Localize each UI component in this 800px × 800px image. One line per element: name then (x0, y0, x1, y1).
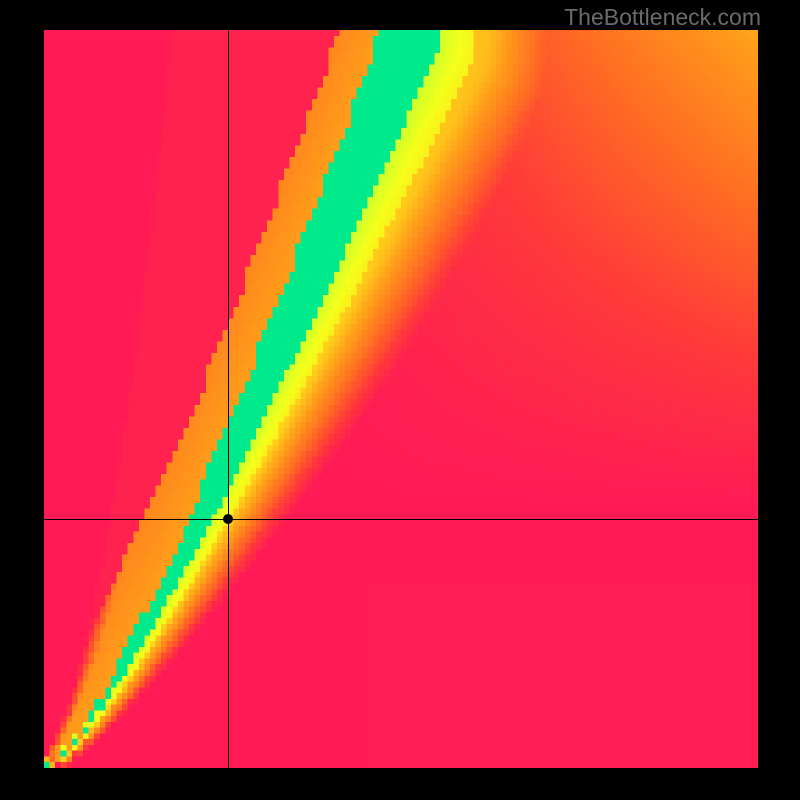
crosshair-horizontal (44, 519, 758, 520)
watermark-text: TheBottleneck.com (564, 4, 761, 31)
chart-container: TheBottleneck.com (0, 0, 800, 800)
crosshair-vertical (228, 30, 229, 768)
bottleneck-heatmap (44, 30, 758, 768)
